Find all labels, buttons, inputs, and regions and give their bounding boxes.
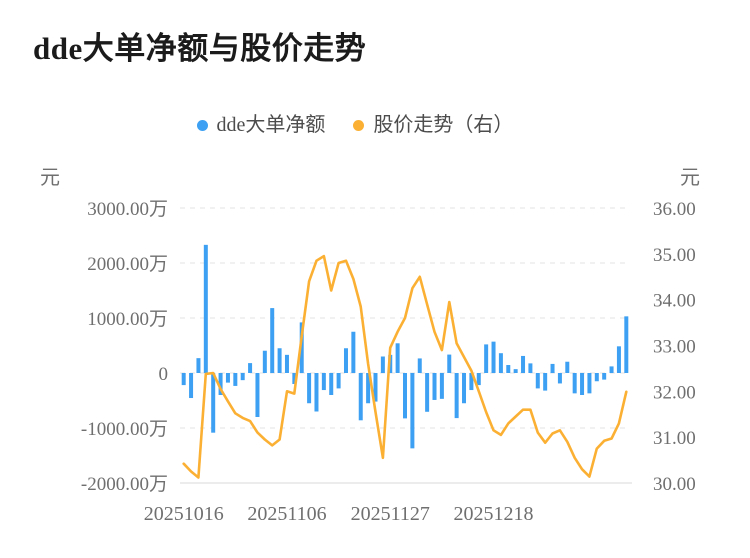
dde-net-bar — [336, 373, 341, 389]
line-series-dot-icon — [353, 119, 365, 131]
dde-net-bar — [329, 373, 334, 395]
dde-net-bar — [476, 373, 481, 386]
left-axis-tick-label: 3000.00万 — [87, 199, 168, 220]
dde-net-bar — [299, 322, 304, 373]
dde-net-bar — [307, 373, 312, 404]
right-axis-tick-label: 36.00 — [653, 199, 696, 220]
dde-net-bar — [513, 369, 518, 373]
dde-net-bar — [284, 354, 289, 373]
legend-label-price-trend: 股价走势（右） — [373, 114, 514, 136]
legend-item-dde-net[interactable]: dde大单净额 — [196, 114, 326, 136]
dde-net-bar — [609, 366, 614, 373]
right-axis-tick-label: 35.00 — [653, 245, 696, 266]
dde-net-bar — [255, 373, 260, 417]
left-axis-tick-label: -2000.00万 — [81, 474, 168, 495]
price-trend-line — [182, 254, 628, 479]
dde-net-bar — [270, 308, 275, 373]
left-axis-unit: 元 — [40, 167, 60, 189]
dde-net-bar — [454, 373, 459, 419]
dde-net-bar — [181, 373, 186, 386]
dde-net-bar — [240, 373, 245, 381]
dde-net-bar — [292, 373, 297, 384]
x-axis-tick-label: 20251106 — [247, 503, 326, 525]
bar-series-dot-icon — [196, 119, 208, 131]
left-axis-tick-label: 1000.00万 — [87, 309, 168, 330]
dde-net-bar — [366, 373, 371, 404]
dde-net-bar — [277, 348, 282, 373]
dde-net-bar — [616, 346, 621, 373]
left-axis-tick-label: -1000.00万 — [81, 419, 168, 440]
dde-net-bar — [203, 244, 208, 373]
right-axis-unit: 元 — [680, 167, 700, 189]
dde-net-bar — [543, 373, 548, 391]
dde-net-bar — [521, 355, 526, 373]
x-axis-tick-label: 20251016 — [144, 503, 224, 525]
dde-net-bar — [395, 343, 400, 373]
dde-net-bar — [528, 363, 533, 373]
dde-net-bar — [580, 373, 585, 395]
left-axis-tick-label: 0 — [159, 364, 169, 385]
dde-net-bar — [321, 373, 326, 391]
x-axis-tick-label: 20251218 — [454, 503, 534, 525]
dde-net-bar — [218, 373, 223, 395]
dde-net-bar — [506, 365, 511, 373]
dde-net-bar — [211, 373, 216, 433]
chart-title: dde大单净额与股价走势 — [33, 31, 367, 66]
x-axis-tick-label: 20251127 — [351, 503, 430, 525]
legend-item-price-trend[interactable]: 股价走势（右） — [353, 115, 513, 135]
dde-net-bar — [484, 344, 489, 373]
dde-net-bar — [491, 341, 496, 373]
dde-net-bar — [594, 373, 599, 382]
dde-net-bar — [189, 373, 194, 399]
legend: dde大单净额 股价走势（右） — [0, 110, 730, 140]
dde-net-bar — [535, 373, 540, 389]
dde-net-bar — [343, 348, 348, 373]
dde-net-bar — [602, 373, 607, 380]
dde-net-bar — [432, 373, 437, 400]
right-axis-tick-label: 31.00 — [653, 428, 696, 449]
right-axis-tick-label: 30.00 — [653, 474, 696, 495]
dde-net-bar — [248, 363, 253, 373]
dde-net-bar — [498, 353, 503, 373]
left-axis-tick-label: 2000.00万 — [87, 254, 168, 275]
dde-net-bar — [225, 373, 230, 383]
dde-net-bar — [469, 373, 474, 391]
right-axis-tick-label: 33.00 — [653, 337, 696, 358]
dde-net-bar — [417, 358, 422, 373]
dde-net-bar — [439, 373, 444, 399]
dde-net-bar — [624, 316, 629, 373]
dde-net-bar — [262, 350, 267, 373]
dde-net-bar — [462, 373, 467, 404]
dde-net-bar — [587, 373, 592, 394]
right-axis-tick-label: 34.00 — [653, 291, 696, 312]
dde-net-bar — [447, 354, 452, 373]
dde-net-bar — [557, 373, 562, 384]
dde-net-bar — [565, 361, 570, 373]
dde-net-bar — [358, 373, 363, 421]
dde-net-bar — [380, 356, 385, 373]
dde-net-bar — [550, 363, 555, 373]
dde-net-bar — [314, 373, 319, 412]
right-axis-tick-label: 32.00 — [653, 382, 696, 403]
dde-net-bar — [196, 358, 201, 373]
dde-net-bar — [425, 373, 430, 412]
dde-net-bar — [373, 373, 378, 402]
dde-net-bar — [403, 373, 407, 419]
dde-net-bar — [351, 331, 356, 373]
dde-net-bar — [233, 373, 238, 386]
dde-net-bar — [410, 373, 415, 449]
legend-label-dde-net: dde大单净额 — [216, 114, 326, 136]
dde-net-bar — [572, 373, 577, 394]
